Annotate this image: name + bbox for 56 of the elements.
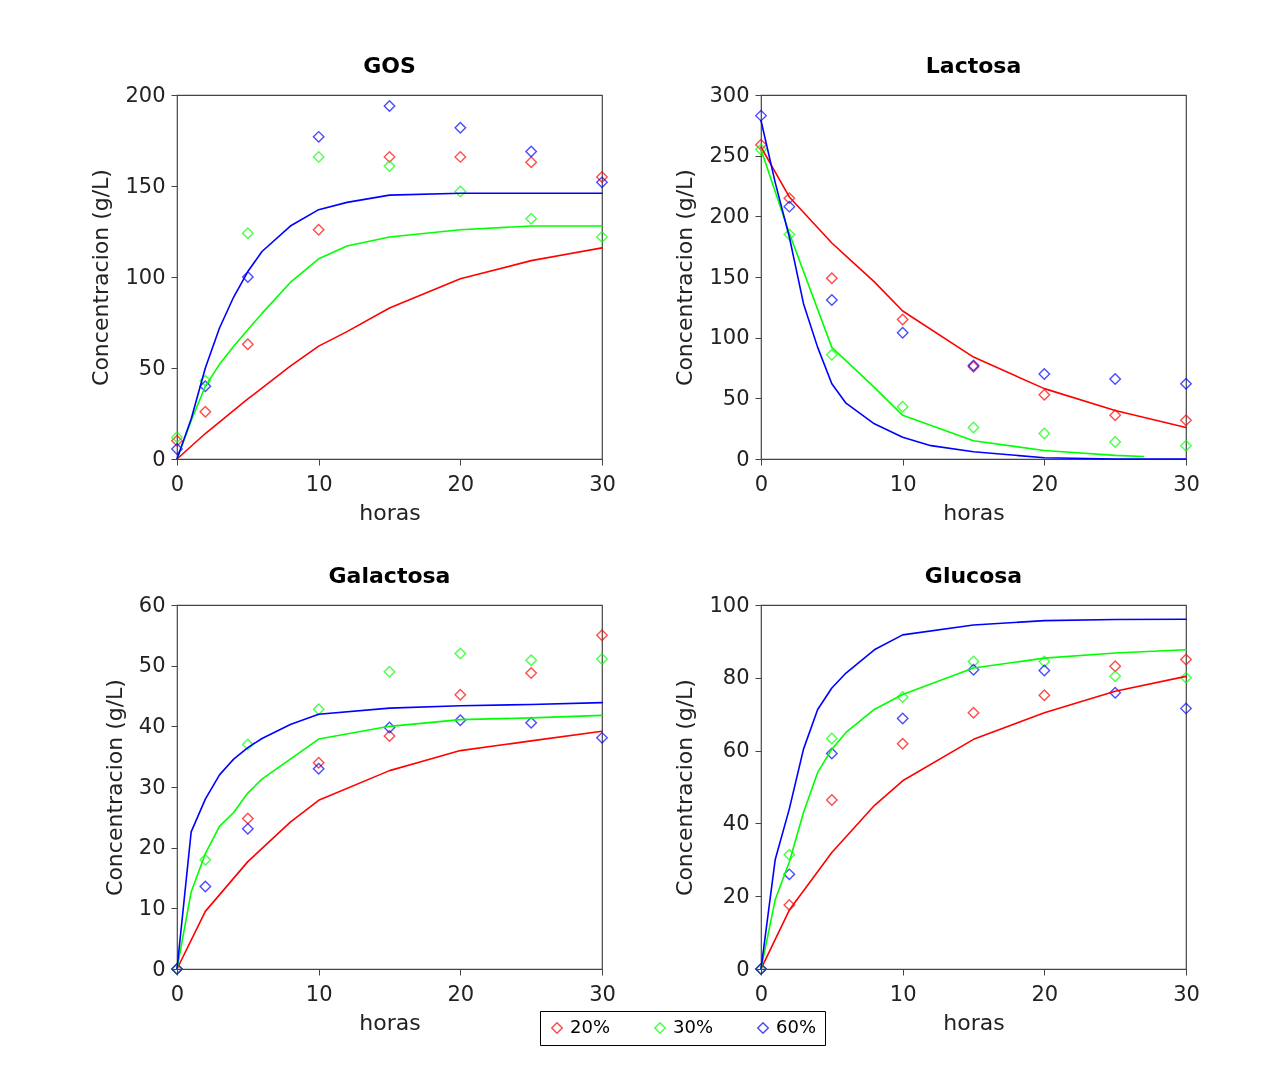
y-axis-title: Concentracion (g/L) [88,169,114,386]
y-axis-title: Concentracion (g/L) [672,679,698,896]
y-tick-label: 10 [138,895,166,920]
chart-title: Glucosa [924,563,1023,588]
y-tick-label: 0 [152,446,166,471]
y-tick-label: 60 [722,738,750,763]
y-tick-label: 150 [125,173,166,198]
x-tick-label: 10 [305,981,333,1006]
y-tick-label: 40 [722,810,750,835]
x-tick-label: 30 [589,471,616,496]
chart-title: Lactosa [925,53,1022,78]
chart-title: GOS [363,53,416,78]
y-tick-label: 300 [709,82,750,107]
y-tick-label: 100 [709,592,750,617]
x-tick-label: 0 [754,981,769,1006]
y-tick-label: 40 [138,713,166,738]
y-tick-label: 150 [709,264,750,289]
chart-title: Galactosa [328,563,451,588]
y-tick-label: 20 [138,835,166,860]
y-tick-label: 0 [152,956,166,981]
x-tick-label: 30 [1173,471,1200,496]
x-tick-label: 0 [754,471,769,496]
y-tick-label: 50 [722,385,750,410]
legend-label: 30% [673,1016,714,1037]
x-axis-title: horas [943,1009,1005,1035]
y-axis-title: Concentracion (g/L) [672,169,698,386]
y-tick-label: 60 [138,592,166,617]
x-tick-label: 30 [1173,981,1200,1006]
legend-label: 20% [570,1016,611,1037]
x-axis-title: horas [359,499,421,525]
x-tick-label: 20 [1031,981,1059,1006]
y-tick-label: 200 [709,203,750,228]
y-tick-label: 0 [736,956,750,981]
x-axis-title: horas [943,499,1005,525]
y-tick-label: 200 [125,82,166,107]
x-tick-label: 0 [170,471,185,496]
x-tick-label: 10 [889,981,917,1006]
x-tick-label: 20 [447,981,475,1006]
y-tick-label: 100 [709,325,750,350]
y-tick-label: 250 [709,143,750,168]
y-tick-label: 50 [138,355,166,380]
y-tick-label: 100 [125,264,166,289]
x-tick-label: 10 [305,471,333,496]
y-axis-title: Concentracion (g/L) [101,679,127,896]
y-tick-label: 20 [722,883,750,908]
x-axis-title: horas [359,1009,421,1035]
y-tick-label: 50 [138,653,166,678]
y-tick-label: 0 [736,446,750,471]
y-tick-label: 30 [138,774,166,799]
legend-label: 60% [776,1016,817,1037]
x-tick-label: 10 [889,471,917,496]
x-tick-label: 20 [1031,471,1059,496]
x-tick-label: 30 [589,981,616,1006]
x-tick-label: 20 [447,471,475,496]
y-tick-label: 80 [722,665,750,690]
x-tick-label: 0 [170,981,185,1006]
